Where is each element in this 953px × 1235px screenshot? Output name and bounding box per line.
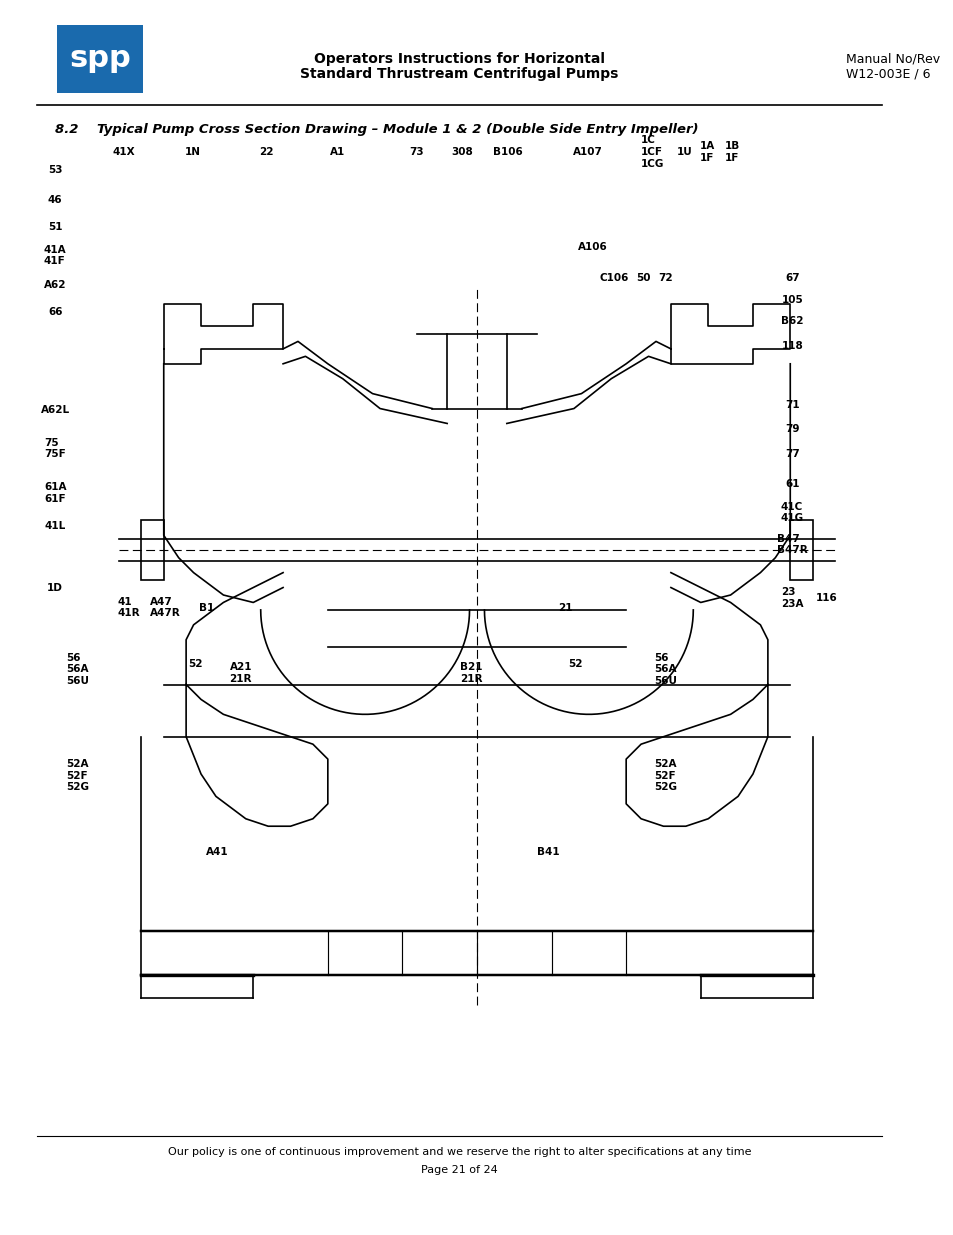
Text: 21: 21 <box>558 603 572 613</box>
Text: 61A
61F: 61A 61F <box>44 482 67 504</box>
Text: Manual No/Rev: Manual No/Rev <box>844 53 939 65</box>
Text: 52A
52F
52G: 52A 52F 52G <box>67 760 90 792</box>
Text: 46: 46 <box>48 195 62 205</box>
Text: 1C
1CF
1CG: 1C 1CF 1CG <box>640 136 663 168</box>
Text: 79: 79 <box>784 424 799 433</box>
Text: 50: 50 <box>636 273 650 283</box>
Text: 1B
1F: 1B 1F <box>724 141 740 163</box>
Text: Page 21 of 24: Page 21 of 24 <box>420 1165 497 1174</box>
Text: 1N: 1N <box>185 147 201 157</box>
Text: A62: A62 <box>44 280 67 290</box>
Text: 118: 118 <box>781 341 802 351</box>
Text: 71: 71 <box>784 400 799 410</box>
Text: 41A
41F: 41A 41F <box>44 245 67 267</box>
Text: B41: B41 <box>537 847 559 857</box>
Text: 52: 52 <box>567 659 582 669</box>
Text: spp: spp <box>70 44 131 73</box>
Text: 8.2    Typical Pump Cross Section Drawing – Module 1 & 2 (Double Side Entry Impe: 8.2 Typical Pump Cross Section Drawing –… <box>55 124 698 136</box>
Text: 75
75F: 75 75F <box>44 437 66 459</box>
Text: 56
56A
56U: 56 56A 56U <box>67 653 90 685</box>
Text: A41: A41 <box>205 847 228 857</box>
Text: Operators Instructions for Horizontal: Operators Instructions for Horizontal <box>314 52 604 67</box>
Text: B21
21R: B21 21R <box>459 662 482 684</box>
Text: 77: 77 <box>784 450 799 459</box>
Text: 73: 73 <box>409 147 423 157</box>
Text: 41
41R: 41 41R <box>117 597 140 619</box>
Text: 52: 52 <box>189 659 203 669</box>
Text: A62L: A62L <box>41 405 70 415</box>
FancyBboxPatch shape <box>57 25 143 93</box>
Text: 1U: 1U <box>676 147 692 157</box>
Text: 56
56A
56U: 56 56A 56U <box>653 653 677 685</box>
Text: A106: A106 <box>578 242 607 252</box>
Text: 72: 72 <box>658 273 672 283</box>
Text: 23
23A: 23 23A <box>781 587 802 609</box>
Text: 1A
1F: 1A 1F <box>700 141 715 163</box>
Text: 61: 61 <box>784 479 799 489</box>
Text: 105: 105 <box>781 295 802 305</box>
Text: 22: 22 <box>259 147 274 157</box>
Text: B47
B47R: B47 B47R <box>776 534 807 556</box>
Text: 51: 51 <box>48 222 62 232</box>
Text: C106: C106 <box>598 273 628 283</box>
Text: 67: 67 <box>784 273 799 283</box>
Text: 308: 308 <box>451 147 473 157</box>
Text: W12-003E / 6: W12-003E / 6 <box>844 68 929 80</box>
Text: B1: B1 <box>199 603 214 613</box>
Text: 53: 53 <box>48 165 62 175</box>
Text: 41L: 41L <box>45 521 66 531</box>
Text: A1: A1 <box>330 147 345 157</box>
Text: 66: 66 <box>48 308 62 317</box>
Text: A47
A47R: A47 A47R <box>150 597 181 619</box>
Text: Standard Thrustream Centrifugal Pumps: Standard Thrustream Centrifugal Pumps <box>300 67 618 82</box>
Text: 41C
41G: 41C 41G <box>780 501 803 524</box>
Text: A107: A107 <box>573 147 602 157</box>
Text: 52A
52F
52G: 52A 52F 52G <box>653 760 677 792</box>
Text: B62: B62 <box>781 316 802 326</box>
Text: Our policy is one of continuous improvement and we reserve the right to alter sp: Our policy is one of continuous improvem… <box>168 1147 750 1157</box>
Text: 1D: 1D <box>47 583 63 593</box>
Text: B106: B106 <box>493 147 522 157</box>
Text: 116: 116 <box>816 593 837 603</box>
Text: A21
21R: A21 21R <box>230 662 252 684</box>
Text: 41X: 41X <box>112 147 135 157</box>
